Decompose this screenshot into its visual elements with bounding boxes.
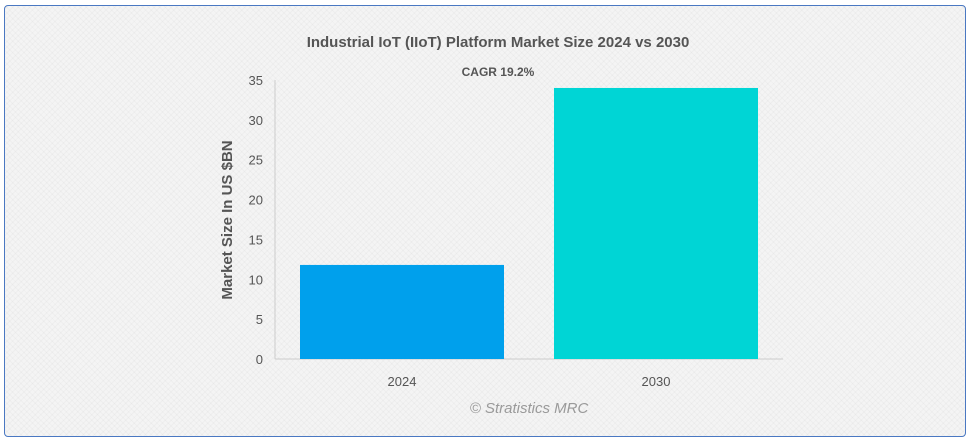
chart-frame [4, 5, 966, 437]
y-axis-ticks: 0 5 10 15 20 25 30 35 [249, 73, 263, 367]
y-tick-label: 30 [249, 113, 263, 128]
bar-2024[interactable] [300, 264, 504, 359]
y-tick-label: 10 [249, 272, 263, 287]
chart-subtitle: CAGR 19.2% [462, 65, 535, 79]
y-tick-label: 15 [249, 232, 263, 247]
y-tick-label: 25 [249, 153, 263, 168]
y-tick-label: 35 [249, 73, 263, 88]
y-axis-label: Market Size In US $BN [219, 140, 236, 299]
credit-text: © Stratistics MRC [470, 400, 589, 417]
bar-2030[interactable] [554, 87, 758, 359]
y-tick-label: 0 [256, 352, 263, 367]
y-tick-label: 5 [256, 312, 263, 327]
x-tick-label: 2030 [642, 374, 671, 389]
bar-series [300, 87, 758, 359]
x-axis-ticks: 2024 2030 [388, 374, 671, 389]
chart-title: Industrial IoT (IIoT) Platform Market Si… [307, 34, 690, 51]
y-tick-label: 20 [249, 193, 263, 208]
x-tick-label: 2024 [388, 374, 417, 389]
